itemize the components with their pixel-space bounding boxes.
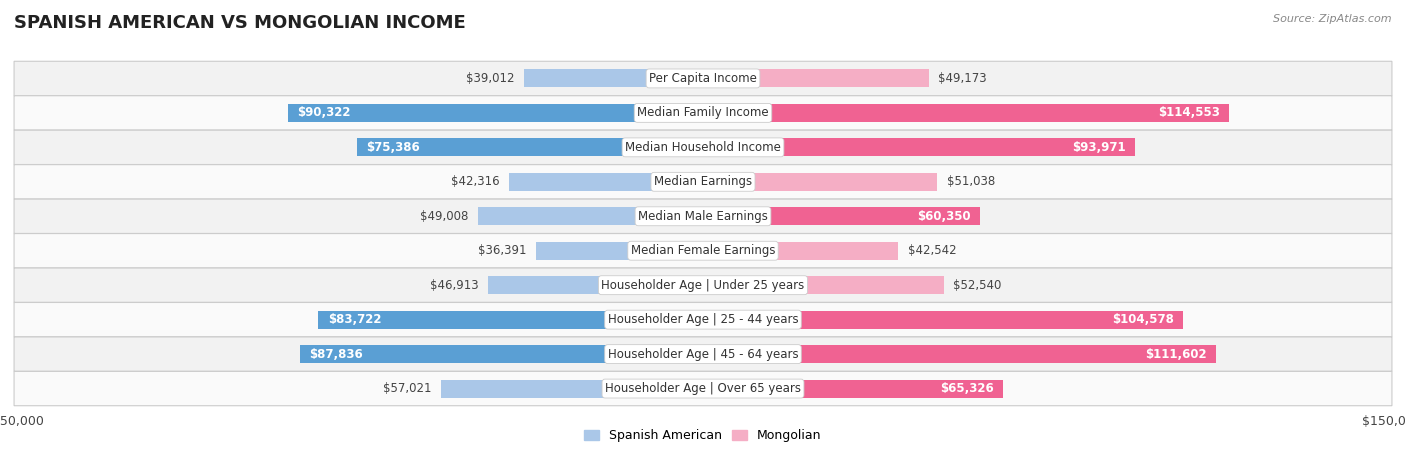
Text: Median Female Earnings: Median Female Earnings [631,244,775,257]
Text: Median Family Income: Median Family Income [637,106,769,120]
FancyBboxPatch shape [14,130,1392,164]
Text: Householder Age | 45 - 64 years: Householder Age | 45 - 64 years [607,347,799,361]
Text: Householder Age | Over 65 years: Householder Age | Over 65 years [605,382,801,395]
Text: $42,316: $42,316 [451,175,499,188]
Bar [703,138,1135,156]
Text: $114,553: $114,553 [1159,106,1220,120]
Text: $65,326: $65,326 [941,382,994,395]
Bar [703,70,929,87]
Bar [524,70,703,87]
Text: Source: ZipAtlas.com: Source: ZipAtlas.com [1274,14,1392,24]
Text: Householder Age | Under 25 years: Householder Age | Under 25 years [602,279,804,292]
Text: $39,012: $39,012 [467,72,515,85]
Text: $52,540: $52,540 [953,279,1002,292]
Bar [299,345,703,363]
FancyBboxPatch shape [14,61,1392,96]
Bar [319,311,703,329]
Text: $42,542: $42,542 [908,244,956,257]
Bar [488,276,703,294]
FancyBboxPatch shape [14,165,1392,199]
Text: $49,173: $49,173 [938,72,987,85]
Bar [703,276,945,294]
FancyBboxPatch shape [14,268,1392,302]
Text: Median Male Earnings: Median Male Earnings [638,210,768,223]
Legend: Spanish American, Mongolian: Spanish American, Mongolian [579,425,827,447]
Bar [703,311,1184,329]
FancyBboxPatch shape [14,303,1392,337]
FancyBboxPatch shape [14,199,1392,234]
FancyBboxPatch shape [14,371,1392,406]
Bar [357,138,703,156]
Bar [703,345,1216,363]
Bar [703,242,898,260]
Text: $87,836: $87,836 [309,347,363,361]
Text: $90,322: $90,322 [297,106,352,120]
Text: $75,386: $75,386 [366,141,420,154]
Text: SPANISH AMERICAN VS MONGOLIAN INCOME: SPANISH AMERICAN VS MONGOLIAN INCOME [14,14,465,32]
FancyBboxPatch shape [14,234,1392,268]
Text: Householder Age | 25 - 44 years: Householder Age | 25 - 44 years [607,313,799,326]
Bar [703,104,1229,122]
FancyBboxPatch shape [14,337,1392,371]
Text: Median Earnings: Median Earnings [654,175,752,188]
Bar [536,242,703,260]
Text: $57,021: $57,021 [384,382,432,395]
Bar [441,380,703,397]
Text: $46,913: $46,913 [430,279,478,292]
Text: $49,008: $49,008 [420,210,468,223]
Bar [703,207,980,225]
Text: $93,971: $93,971 [1071,141,1125,154]
Text: $111,602: $111,602 [1144,347,1206,361]
Text: $60,350: $60,350 [917,210,972,223]
Text: $51,038: $51,038 [946,175,995,188]
Text: $36,391: $36,391 [478,244,527,257]
Bar [703,173,938,191]
Text: Per Capita Income: Per Capita Income [650,72,756,85]
Text: Median Household Income: Median Household Income [626,141,780,154]
Bar [703,380,1002,397]
Text: $104,578: $104,578 [1112,313,1174,326]
Bar [288,104,703,122]
Text: $83,722: $83,722 [328,313,381,326]
Bar [509,173,703,191]
FancyBboxPatch shape [14,96,1392,130]
Bar [478,207,703,225]
